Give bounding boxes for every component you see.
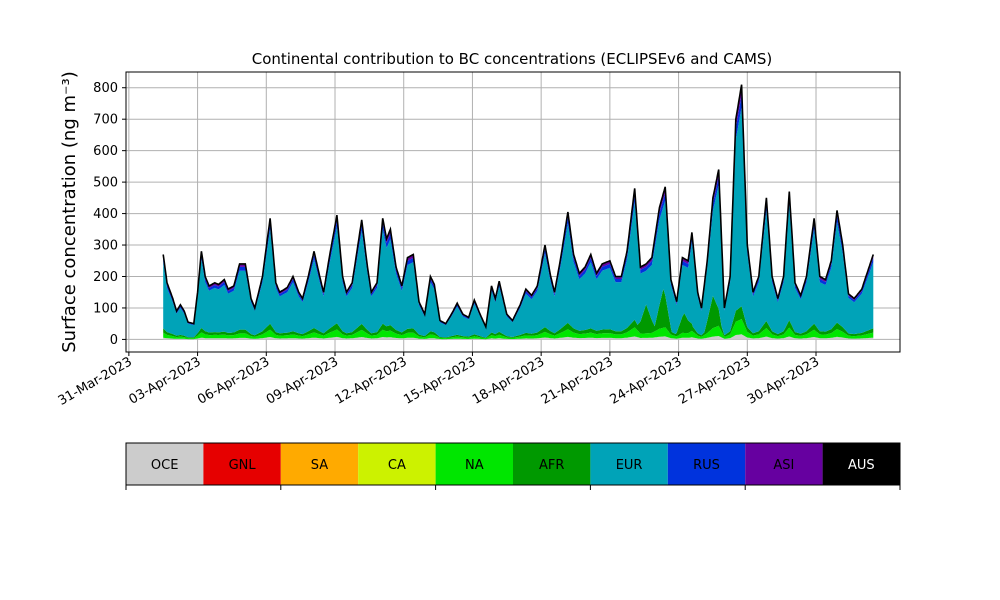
legend: OCE GNL SA CA NA AFR EUR RUS ASI AUS [125,442,901,490]
series-area-afr [163,289,874,339]
legend-label-gnl: GNL [229,458,257,473]
x-tick-label: 03-Apr-2023 [126,354,203,407]
y-axis-label: Surface concentration (ng m⁻³) [59,71,80,353]
legend-label-oce: OCE [151,458,179,473]
y-tick-label: 600 [93,144,118,159]
axes-layer: 0 100 200 300 400 500 600 700 800 31-Mar-202303-A… [56,71,901,409]
x-tick-label: 15-Apr-2023 [401,354,478,407]
legend-swatch-ca [358,443,436,485]
area-layer [162,84,875,340]
x-tick-label: 31-Mar-2023 [56,354,135,408]
legend-swatch-asi [745,443,823,485]
legend-label-asi: ASI [773,458,794,473]
legend-label-afr: AFR [539,458,564,473]
y-tick-label: 700 [93,113,118,128]
x-tick-label: 12-Apr-2023 [333,354,410,407]
legend-label-rus: RUS [693,458,720,473]
plot-frame [125,71,901,353]
legend-label-sa: SA [311,458,328,473]
series-area-na [163,319,874,340]
y-tick-label: 200 [93,270,118,285]
legend-label-aus: AUS [848,458,875,473]
series-area-oce [163,334,874,340]
legend-label-ca: CA [388,458,406,473]
x-tick-label: 18-Apr-2023 [470,354,547,407]
x-tick-label: 06-Apr-2023 [195,354,272,407]
legend-swatch-oce [126,443,204,485]
legend-swatch-rus [667,443,746,485]
y-tick-label: 100 [93,301,118,316]
y-tick-label: 300 [93,239,118,254]
y-tick-label: 0 [110,333,118,348]
total-outline [162,84,875,330]
legend-swatch-afr [513,443,591,485]
legend-frame [125,442,901,486]
y-tick-label: 800 [93,81,118,96]
x-tick-label: 21-Apr-2023 [539,354,616,407]
legend-label-eur: EUR [616,458,643,473]
y-tick-label: 400 [93,207,118,222]
legend-swatch-sa [280,443,359,485]
legend-swatch-gnl [203,443,281,485]
x-tick-label: 24-Apr-2023 [607,354,684,407]
chart-title: Continental contribution to BC concentra… [252,50,773,68]
x-tick-label: 27-Apr-2023 [676,354,753,407]
legend-swatch-na [435,443,513,485]
y-tick-label: 500 [93,176,118,191]
x-tick-label: 09-Apr-2023 [264,354,341,407]
x-tick-label: 30-Apr-2023 [745,354,822,407]
legend-label-na: NA [465,458,484,473]
legend-swatch-eur [590,443,668,485]
legend-swatch-aus [822,443,900,485]
